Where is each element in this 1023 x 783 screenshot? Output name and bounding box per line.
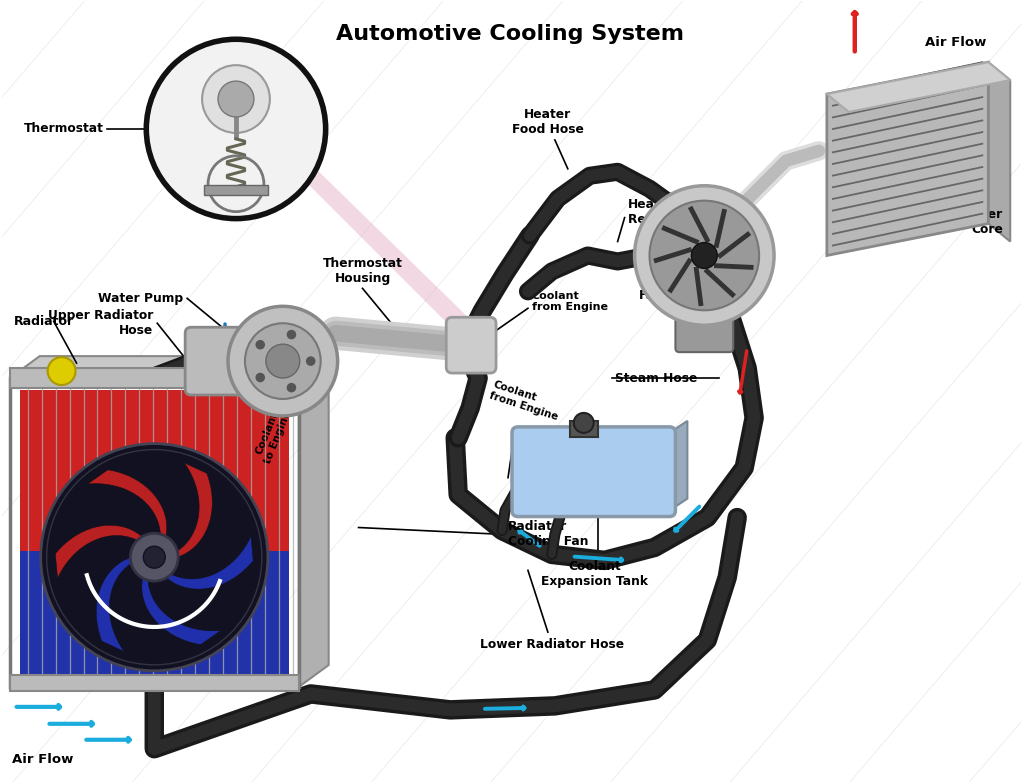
Circle shape: [256, 340, 265, 349]
Circle shape: [574, 413, 593, 433]
Polygon shape: [55, 525, 145, 579]
Text: Thermostat
Housing: Thermostat Housing: [322, 258, 402, 286]
Polygon shape: [827, 62, 1011, 112]
Text: Heater
Food Hose: Heater Food Hose: [512, 108, 584, 136]
Polygon shape: [299, 356, 328, 687]
Text: Water Pump: Water Pump: [98, 292, 183, 305]
Polygon shape: [669, 421, 687, 511]
Text: Thermostat: Thermostat: [24, 122, 103, 135]
Polygon shape: [10, 356, 328, 378]
Circle shape: [256, 373, 265, 382]
Polygon shape: [142, 574, 221, 644]
Circle shape: [244, 323, 320, 399]
Text: Radiator: Radiator: [13, 315, 74, 328]
Text: Heater
Return Hose: Heater Return Hose: [627, 197, 713, 226]
Text: Steam Hose: Steam Hose: [615, 372, 697, 384]
Text: Air Flow: Air Flow: [12, 753, 74, 767]
Text: Air Flow: Air Flow: [925, 36, 986, 49]
Text: Upper Radiator
Hose: Upper Radiator Hose: [48, 309, 153, 337]
Polygon shape: [827, 62, 988, 255]
Text: Heater
Core: Heater Core: [957, 207, 1004, 236]
Text: Radiator
Cooling Fan: Radiator Cooling Fan: [508, 521, 588, 548]
Bar: [19, 551, 288, 681]
Circle shape: [48, 357, 76, 385]
Text: Coolant
from Engine: Coolant from Engine: [488, 380, 563, 422]
Text: Automotive Cooling System: Automotive Cooling System: [336, 24, 684, 45]
Bar: [570, 421, 597, 437]
Bar: [10, 675, 299, 691]
FancyBboxPatch shape: [185, 327, 247, 395]
Bar: [205, 185, 268, 195]
Text: Lower Radiator Hose: Lower Radiator Hose: [480, 637, 624, 651]
Text: Coolant
Expansion Tank: Coolant Expansion Tank: [541, 561, 649, 588]
FancyBboxPatch shape: [675, 306, 733, 352]
Text: Coolant
from Engine: Coolant from Engine: [532, 290, 608, 312]
Circle shape: [143, 547, 166, 568]
Polygon shape: [988, 62, 1011, 241]
Circle shape: [306, 356, 315, 366]
Polygon shape: [88, 470, 167, 540]
FancyBboxPatch shape: [512, 427, 675, 517]
Circle shape: [286, 383, 297, 392]
Polygon shape: [96, 557, 135, 651]
Polygon shape: [298, 157, 473, 338]
Circle shape: [266, 345, 300, 378]
Circle shape: [228, 306, 338, 416]
Bar: [10, 378, 299, 687]
Circle shape: [218, 81, 254, 117]
Circle shape: [634, 186, 774, 325]
Circle shape: [130, 533, 178, 581]
Circle shape: [41, 444, 268, 671]
Text: Radiator
Bleed Hose: Radiator Bleed Hose: [515, 431, 592, 459]
Circle shape: [286, 330, 297, 339]
Bar: [10, 368, 299, 388]
Text: Fan: Fan: [639, 289, 664, 301]
Text: Coolant
to Engine: Coolant to Engine: [253, 405, 294, 465]
Polygon shape: [174, 463, 213, 558]
Polygon shape: [164, 536, 254, 589]
FancyBboxPatch shape: [446, 317, 496, 373]
Circle shape: [203, 65, 270, 133]
Bar: [19, 391, 288, 551]
Circle shape: [47, 449, 262, 665]
Circle shape: [650, 200, 759, 310]
Circle shape: [692, 243, 717, 269]
Circle shape: [146, 39, 325, 218]
